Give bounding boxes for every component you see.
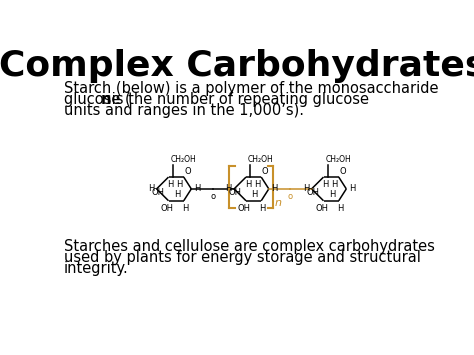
Text: H: H (176, 180, 182, 189)
Text: OH: OH (228, 188, 242, 197)
Text: integrity.: integrity. (64, 261, 128, 275)
Text: H: H (322, 180, 329, 189)
Text: H: H (252, 190, 258, 200)
Text: OH: OH (151, 188, 164, 197)
Text: OH: OH (161, 204, 173, 213)
Text: OH: OH (316, 204, 328, 213)
Text: H: H (329, 190, 336, 200)
Text: H: H (331, 180, 337, 189)
Text: H: H (271, 184, 277, 193)
Text: H: H (303, 184, 309, 193)
Text: O: O (184, 167, 191, 176)
Text: OH: OH (238, 204, 251, 213)
Text: H: H (174, 190, 181, 200)
Text: n: n (275, 198, 282, 208)
Text: O: O (339, 167, 346, 176)
Text: CH₂OH: CH₂OH (248, 155, 274, 164)
Text: H: H (260, 204, 266, 213)
Text: used by plants for energy storage and structural: used by plants for energy storage and st… (64, 250, 421, 265)
Text: glucose (: glucose ( (64, 92, 131, 107)
Text: H: H (349, 184, 355, 193)
Text: Complex Carbohydrates: Complex Carbohydrates (0, 49, 474, 83)
Text: o: o (288, 192, 293, 201)
Text: H: H (254, 180, 260, 189)
Text: H: H (226, 184, 232, 193)
Text: OH: OH (306, 188, 319, 197)
Text: H: H (194, 184, 200, 193)
Text: CH₂OH: CH₂OH (326, 155, 351, 164)
Text: CH₂OH: CH₂OH (171, 155, 196, 164)
Text: o: o (210, 192, 215, 201)
Text: n: n (101, 92, 111, 107)
Text: units and ranges in the 1,000’s).: units and ranges in the 1,000’s). (64, 103, 304, 118)
Text: Starch (below) is a polymer of the monosaccharide: Starch (below) is a polymer of the monos… (64, 81, 438, 96)
Text: H: H (337, 204, 344, 213)
Text: H: H (148, 184, 154, 193)
Text: Starches and cellulose are complex carbohydrates: Starches and cellulose are complex carbo… (64, 239, 435, 254)
Text: H: H (167, 180, 174, 189)
Text: H: H (182, 204, 189, 213)
Text: is the number of repeating glucose: is the number of repeating glucose (107, 92, 368, 107)
Text: O: O (262, 167, 269, 176)
Text: H: H (245, 180, 251, 189)
